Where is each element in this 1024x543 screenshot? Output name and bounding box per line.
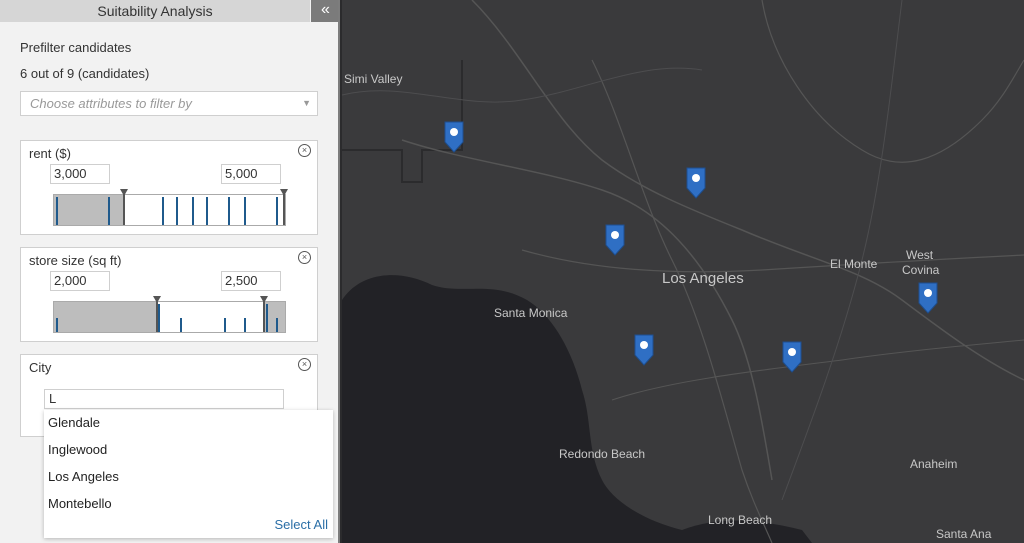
- city-filter-label: City: [29, 360, 52, 375]
- histogram-excluded-range: [54, 195, 123, 225]
- road: [521, 249, 1024, 273]
- map-pin-icon[interactable]: [782, 341, 802, 373]
- store-size-min-handle[interactable]: [153, 296, 161, 332]
- map-pin-icon[interactable]: [444, 121, 464, 153]
- road: [591, 59, 773, 543]
- histogram-bar: [158, 304, 160, 332]
- histogram-bar: [206, 197, 208, 225]
- rent-max-handle[interactable]: [280, 189, 288, 225]
- road: [761, 0, 1024, 163]
- ocean: [342, 275, 722, 543]
- close-icon[interactable]: ×: [298, 251, 311, 264]
- map-label-los-angeles: Los Angeles: [662, 270, 744, 287]
- rent-min-handle[interactable]: [120, 189, 128, 225]
- candidate-markers: [444, 121, 938, 373]
- rent-max-input[interactable]: 5,000: [221, 164, 281, 184]
- map-pin-icon[interactable]: [918, 282, 938, 314]
- histogram-bar: [108, 197, 110, 225]
- map-view[interactable]: Simi Valley Santa Monica Los Angeles El …: [342, 0, 1024, 543]
- map-label-long-beach: Long Beach: [708, 513, 772, 527]
- store-size-max-handle[interactable]: [260, 296, 268, 332]
- rent-min-input[interactable]: 3,000: [50, 164, 110, 184]
- histogram-bar: [276, 197, 278, 225]
- histogram-bar: [224, 318, 226, 332]
- double-chevron-left-icon: «: [321, 1, 330, 18]
- histogram-bar: [276, 318, 278, 332]
- store-size-filter-card: store size (sq ft) × 2,000 2,500: [20, 247, 318, 342]
- map-label-redondo-beach: Redondo Beach: [559, 447, 645, 461]
- map-label-covina: Covina: [902, 263, 940, 277]
- rent-filter-label: rent ($): [29, 146, 71, 161]
- city-search-input[interactable]: L: [44, 389, 284, 409]
- close-icon[interactable]: ×: [298, 358, 311, 371]
- histogram-bar: [56, 197, 58, 225]
- city-dropdown: Glendale Inglewood Los Angeles Montebell…: [44, 410, 333, 538]
- map-label-santa-monica: Santa Monica: [494, 306, 568, 320]
- histogram-bar: [228, 197, 230, 225]
- histogram-bar: [162, 197, 164, 225]
- map-pin-icon[interactable]: [634, 334, 654, 366]
- close-icon[interactable]: ×: [298, 144, 311, 157]
- collapse-panel-button[interactable]: «: [311, 0, 338, 22]
- histogram-bar: [56, 318, 58, 332]
- histogram-bar: [244, 197, 246, 225]
- city-option-glendale[interactable]: Glendale: [48, 415, 101, 430]
- rent-filter-card: rent ($) × 3,000 5,000: [20, 140, 318, 235]
- rent-histogram: [53, 189, 288, 226]
- histogram-bar: [176, 197, 178, 225]
- histogram-excluded-range: [263, 302, 285, 332]
- road: [781, 0, 903, 501]
- attribute-filter-select[interactable]: Choose attributes to filter by ▼: [20, 91, 318, 116]
- road: [611, 339, 1024, 401]
- select-all-link[interactable]: Select All: [274, 517, 328, 532]
- map-label-anaheim: Anaheim: [910, 457, 957, 471]
- road: [401, 139, 773, 481]
- ocean-bay: [682, 520, 812, 543]
- histogram-bar: [244, 318, 246, 332]
- city-option-los-angeles[interactable]: Los Angeles: [48, 469, 119, 484]
- city-option-inglewood[interactable]: Inglewood: [48, 442, 108, 457]
- histogram-bar: [192, 197, 194, 225]
- map-label-santa-ana: Santa Ana: [936, 527, 992, 541]
- city-option-montebello[interactable]: Montebello: [48, 496, 112, 511]
- road: [342, 67, 703, 103]
- candidate-count: 6 out of 9 (candidates): [20, 66, 150, 81]
- histogram-bar: [180, 318, 182, 332]
- histogram-excluded-range: [54, 302, 156, 332]
- map-label-west: West: [906, 248, 934, 262]
- store-size-histogram: [53, 296, 286, 333]
- panel-title: Suitability Analysis: [0, 0, 310, 22]
- store-size-filter-label: store size (sq ft): [29, 253, 122, 268]
- map-pin-icon[interactable]: [686, 167, 706, 199]
- map-label-el-monte: El Monte: [830, 257, 878, 271]
- county-boundary: [342, 60, 463, 183]
- store-size-max-input[interactable]: 2,500: [221, 271, 281, 291]
- map-label-simi-valley: Simi Valley: [344, 72, 402, 86]
- histogram-bar: [266, 304, 268, 332]
- store-size-min-input[interactable]: 2,000: [50, 271, 110, 291]
- prefilter-label: Prefilter candidates: [20, 40, 132, 55]
- map-pin-icon[interactable]: [605, 224, 625, 256]
- attribute-placeholder: Choose attributes to filter by: [30, 96, 192, 111]
- road: [471, 0, 1024, 381]
- chevron-down-icon: ▼: [302, 98, 311, 108]
